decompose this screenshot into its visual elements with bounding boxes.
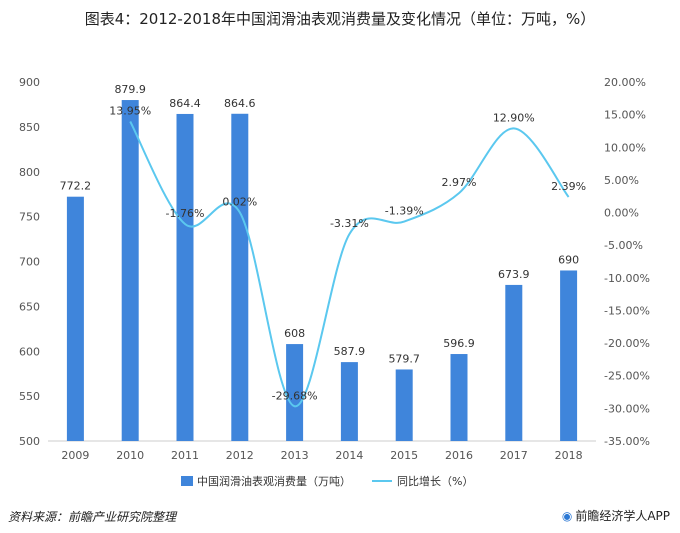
line-value-label: 12.90% [493, 111, 535, 124]
y-left-tick-label: 650 [19, 300, 40, 313]
bar [66, 196, 84, 441]
bar [450, 354, 468, 441]
y-right-tick-label: 15.00% [604, 109, 646, 122]
line-value-label: -3.31% [330, 217, 369, 230]
bar-value-label: 579.7 [388, 352, 420, 365]
y-right-tick-label: 0.00% [604, 207, 639, 220]
line-value-label: -1.39% [385, 205, 424, 218]
bar-value-label: 587.9 [334, 345, 366, 358]
line-value-label: 13.95% [109, 104, 151, 117]
x-tick-label: 2016 [445, 449, 473, 462]
line-value-label: 2.39% [551, 180, 586, 193]
line-value-label: -29.68% [272, 389, 318, 402]
legend-line-label: 同比增长（%） [397, 474, 473, 488]
bar-value-label: 879.9 [114, 83, 146, 96]
x-tick-label: 2018 [555, 449, 583, 462]
legend-bar-label: 中国润滑油表观消费量（万吨） [197, 474, 351, 488]
bar-value-label: 772.2 [60, 180, 92, 193]
x-tick-label: 2017 [500, 449, 528, 462]
growth-line [129, 121, 570, 408]
x-tick-label: 2011 [171, 449, 199, 462]
bar-value-label: 608 [284, 327, 305, 340]
bar-value-label: 864.4 [169, 97, 201, 110]
x-tick-label: 2013 [281, 449, 309, 462]
y-right-tick-label: 20.00% [604, 76, 646, 89]
brand-logo-icon: ◉ [561, 509, 573, 523]
y-left-tick-label: 850 [19, 121, 40, 134]
line-value-label: 0.02% [222, 195, 257, 208]
source-note: 资料来源：前瞻产业研究院整理 [8, 510, 177, 524]
y-right-tick-label: -5.00% [604, 239, 643, 252]
y-right-tick-label: 5.00% [604, 174, 639, 187]
y-left-tick-label: 500 [19, 435, 40, 448]
line-value-label: 2.97% [442, 176, 477, 189]
bar-value-label: 673.9 [498, 268, 530, 281]
x-tick-label: 2014 [335, 449, 363, 462]
bar [286, 344, 304, 441]
chart-title: 图表4：2012-2018年中国润滑油表观消费量及变化情况（单位：万吨，%） [84, 10, 596, 28]
bar-value-label: 690 [558, 253, 579, 266]
bar [121, 100, 139, 442]
y-left-tick-label: 700 [19, 256, 40, 269]
y-left-tick-label: 550 [19, 390, 40, 403]
bar [395, 369, 413, 441]
bar [505, 284, 523, 441]
y-right-tick-label: -15.00% [604, 304, 650, 317]
y-right-tick-label: -25.00% [604, 370, 650, 383]
y-left-tick-label: 600 [19, 345, 40, 358]
x-tick-label: 2009 [61, 449, 89, 462]
y-left-tick-label: 750 [19, 211, 40, 224]
x-tick-label: 2012 [226, 449, 254, 462]
bar [176, 113, 194, 442]
y-left-tick-label: 900 [19, 76, 40, 89]
y-left-tick-label: 800 [19, 166, 40, 179]
bar [560, 270, 578, 441]
bar-value-label: 864.6 [224, 97, 256, 110]
y-right-tick-label: -10.00% [604, 272, 650, 285]
x-tick-label: 2010 [116, 449, 144, 462]
y-right-tick-label: 10.00% [604, 141, 646, 154]
brand-name: 前瞻经济学人APP [575, 509, 670, 523]
bar [231, 113, 249, 442]
bar-value-label: 596.9 [443, 337, 475, 350]
y-right-tick-label: -20.00% [604, 337, 650, 350]
y-right-tick-label: -30.00% [604, 402, 650, 415]
line-value-label: -1.76% [166, 207, 205, 220]
x-tick-label: 2015 [390, 449, 418, 462]
y-right-tick-label: -35.00% [604, 435, 650, 448]
legend-bar-swatch [181, 476, 193, 486]
bar [340, 362, 358, 441]
brand-footer: ◉ 前瞻经济学人APP [562, 507, 670, 524]
